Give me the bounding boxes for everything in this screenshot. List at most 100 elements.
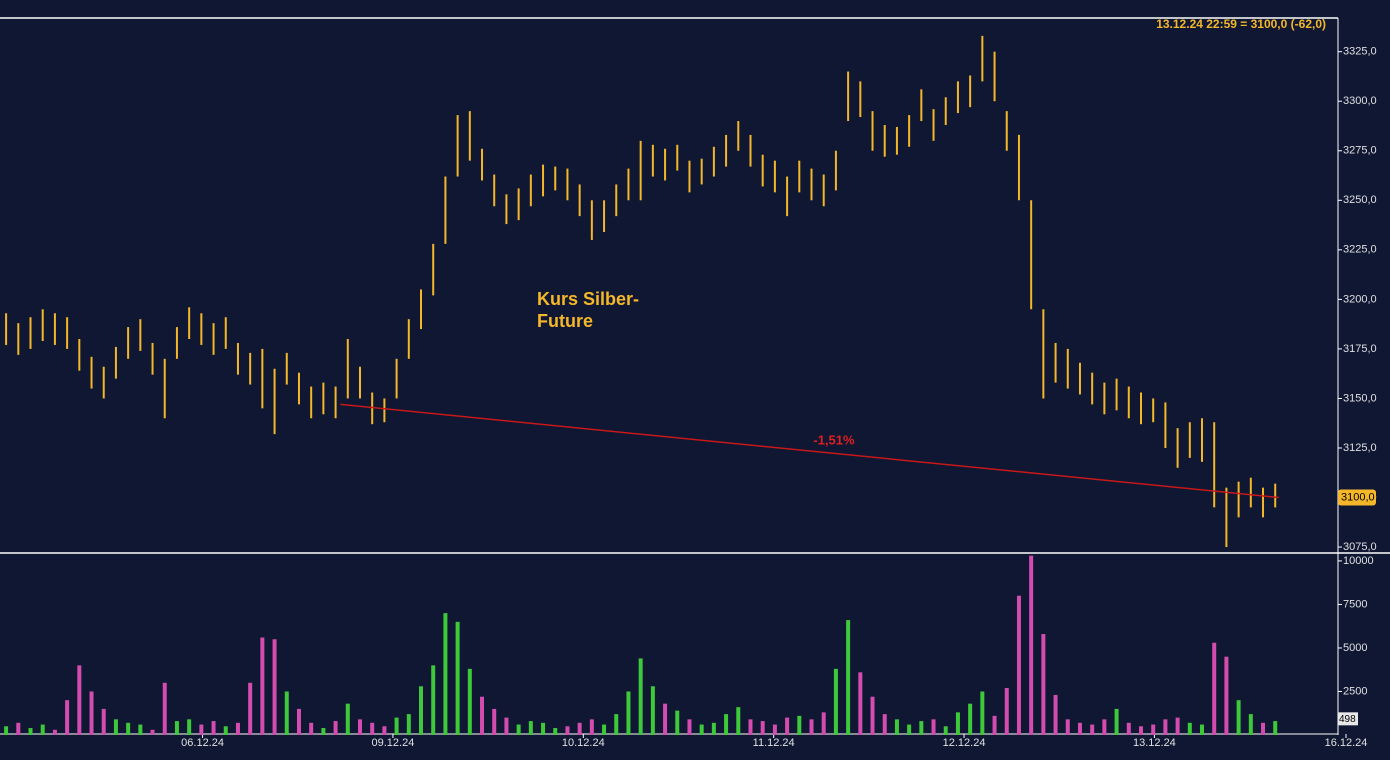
volume-bar	[992, 715, 997, 735]
volume-bar	[736, 707, 741, 735]
annotation: Future	[537, 311, 593, 331]
volume-bar	[870, 696, 875, 735]
volume-bar	[492, 708, 497, 735]
volume-bar	[748, 719, 753, 735]
volume-bar	[980, 691, 985, 735]
y-tick-label: 3125,0	[1343, 442, 1377, 454]
volume-bar	[40, 724, 45, 735]
volume-bar	[223, 726, 228, 735]
y-tick-label: 3150,0	[1343, 392, 1377, 404]
volume-bar	[1163, 719, 1168, 735]
volume-bar	[16, 722, 21, 735]
volume-bar	[1248, 714, 1253, 735]
x-tick-label: 10.12.24	[562, 737, 605, 749]
volume-bar	[907, 724, 912, 735]
volume-bar	[602, 724, 607, 735]
y-tick-label: 3225,0	[1343, 244, 1377, 256]
last-volume-label: 498	[1339, 714, 1356, 725]
volume-bar	[553, 728, 558, 735]
volume-bar	[467, 668, 472, 735]
volume-bar	[858, 672, 863, 735]
volume-bar	[101, 708, 106, 735]
y-tick-label: 3250,0	[1343, 194, 1377, 206]
x-tick-label: 11.12.24	[753, 737, 795, 749]
volume-bar	[89, 691, 94, 735]
x-tick-label: 09.12.24	[372, 737, 415, 749]
volume-bar	[882, 714, 887, 735]
volume-bar	[382, 726, 387, 735]
x-tick-label: 12.12.24	[943, 737, 986, 749]
volume-bar	[638, 658, 643, 735]
volume-tick-label: 2500	[1343, 685, 1367, 697]
volume-bar	[1273, 721, 1278, 735]
volume-bar	[809, 719, 814, 735]
volume-bar	[1212, 642, 1217, 735]
volume-bar	[1151, 724, 1156, 735]
volume-bar	[577, 722, 582, 735]
y-tick-label: 3275,0	[1343, 145, 1377, 157]
volume-bar	[296, 708, 301, 735]
volume-bar	[711, 722, 716, 735]
last-volume-marker	[1338, 712, 1358, 726]
volume-bar	[541, 722, 546, 735]
volume-bar	[480, 696, 485, 735]
volume-bar	[333, 721, 338, 735]
volume-bar	[614, 714, 619, 735]
volume-bar	[516, 724, 521, 735]
volume-bar	[394, 717, 399, 735]
volume-bar	[589, 719, 594, 735]
volume-bar	[528, 721, 533, 735]
volume-bar	[187, 719, 192, 735]
header: 13.12.24 22:59 = 3100,0 (-62,0)	[1156, 17, 1326, 31]
volume-bar	[931, 719, 936, 735]
volume-bar	[919, 721, 924, 735]
volume-bar	[52, 729, 57, 735]
volume-bar	[284, 691, 289, 735]
volume-bar	[211, 721, 216, 735]
x-tick-label: 13.12.24	[1133, 737, 1176, 749]
volume-bar	[1200, 724, 1205, 735]
volume-bar	[455, 621, 460, 735]
y-tick-label: 3325,0	[1343, 46, 1377, 58]
volume-bar	[357, 719, 362, 735]
last-price-label: 3100,0	[1341, 491, 1375, 503]
volume-bar	[1236, 700, 1241, 735]
y-tick-label: 3300,0	[1343, 95, 1377, 107]
volume-bar	[1175, 717, 1180, 735]
volume-bar	[1090, 724, 1095, 735]
volume-bar	[406, 714, 411, 735]
volume-bar	[248, 682, 253, 735]
volume-bar	[760, 721, 765, 735]
volume-bar	[4, 726, 9, 735]
annotation: Kurs Silber-	[537, 289, 639, 309]
volume-bar	[431, 665, 436, 735]
volume-bar	[1138, 726, 1143, 735]
volume-bar	[785, 717, 790, 735]
volume-bar	[28, 728, 33, 735]
volume-bar	[1077, 722, 1082, 735]
trend-label: -1,51%	[813, 432, 855, 447]
volume-bar	[321, 728, 326, 735]
x-tick-label: 16.12.24	[1325, 737, 1368, 749]
volume-bar	[150, 729, 155, 735]
volume-bar	[797, 715, 802, 735]
volume-bar	[943, 726, 948, 735]
volume-bar	[174, 721, 179, 735]
last-price-marker	[1338, 489, 1376, 506]
volume-bar	[724, 714, 729, 735]
volume-bar	[772, 724, 777, 735]
x-tick-label: 06.12.24	[181, 737, 224, 749]
volume-bar	[833, 668, 838, 735]
volume-bar	[126, 722, 131, 735]
volume-bar	[77, 665, 82, 735]
y-tick-label: 3075,0	[1343, 541, 1377, 553]
volume-bar	[821, 712, 826, 735]
volume-bar	[138, 724, 143, 735]
volume-tick-label: 5000	[1343, 642, 1367, 654]
volume-bar	[309, 722, 314, 735]
volume-bar	[419, 686, 424, 735]
volume-bar	[675, 710, 680, 735]
volume-bar	[894, 719, 899, 735]
